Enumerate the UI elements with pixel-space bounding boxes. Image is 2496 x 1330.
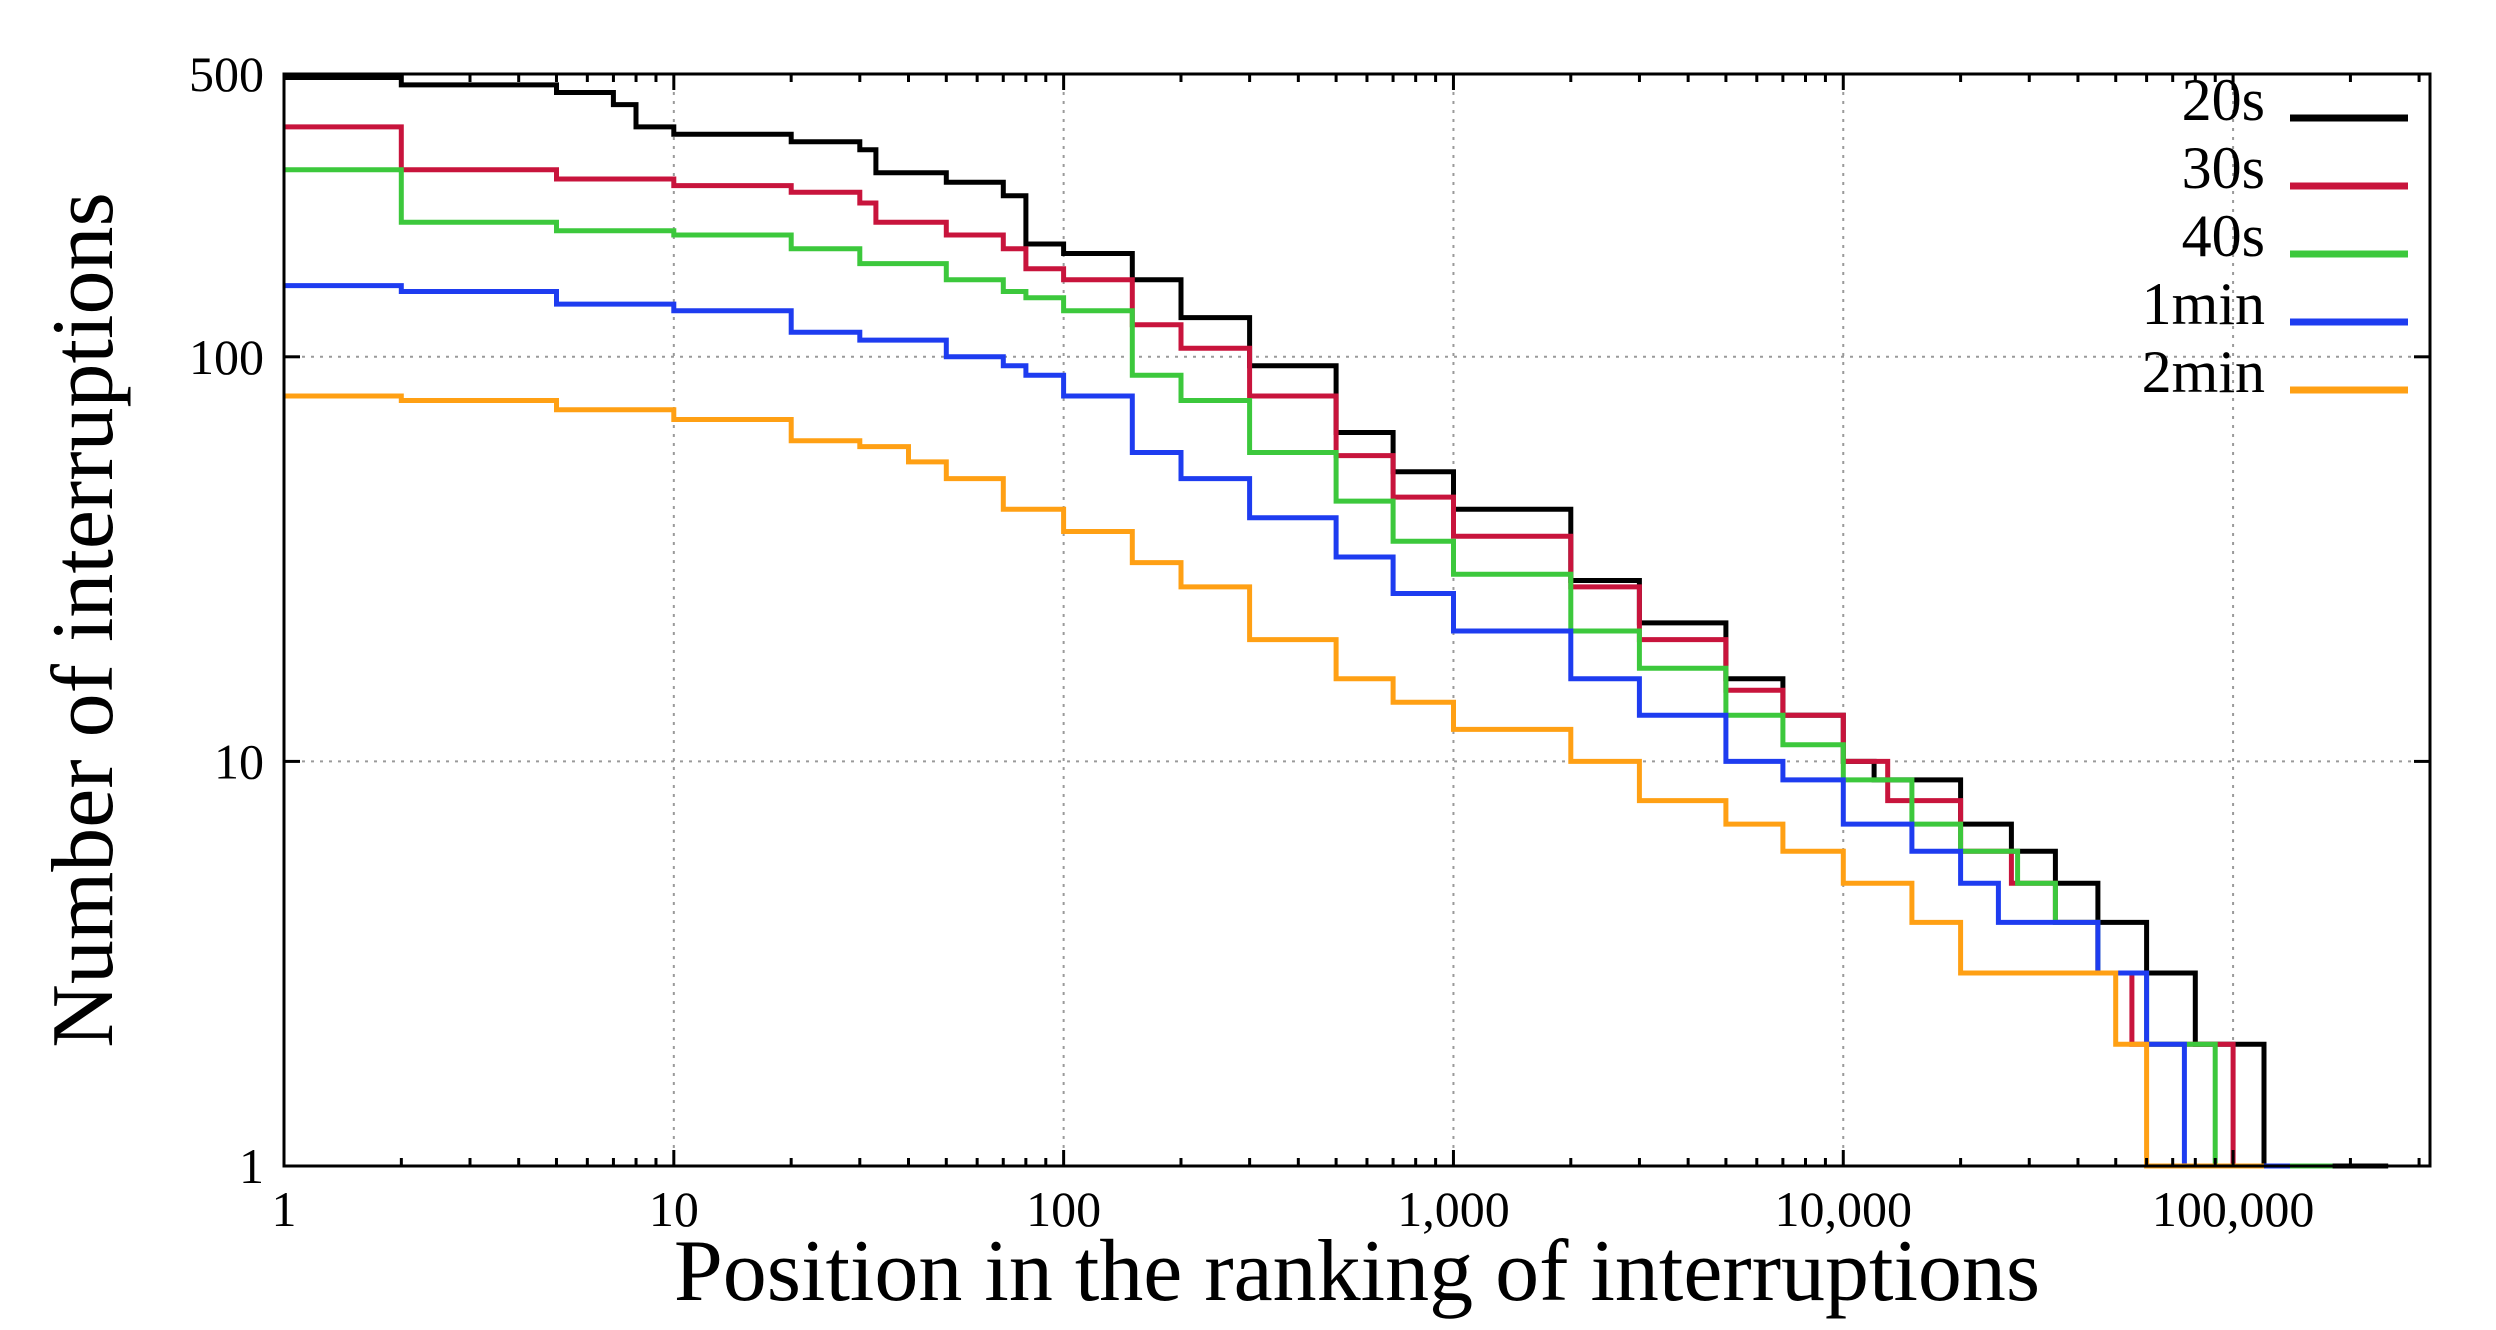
x-axis-title: Position in the ranking of interruptions: [674, 1223, 2040, 1320]
x-tick-labels: 1 10 100 1,000 10,000 100,000: [272, 1181, 2315, 1237]
legend-label-30s: 30s: [2182, 135, 2265, 201]
series-line-2min: [284, 393, 2264, 1169]
x-tick-label: 10,000: [1775, 1181, 1913, 1237]
legend-label-1min: 1min: [2142, 271, 2265, 337]
plot-frame: [282, 72, 2432, 1168]
y-tick-labels: 1 10 100 500: [189, 46, 264, 1194]
x-tick-label: 100: [1026, 1181, 1101, 1237]
series-line-30s: [284, 124, 2302, 1169]
axis-ticks: [282, 72, 2430, 1168]
series-line-1min: [284, 283, 2290, 1169]
legend-label-20s: 20s: [2182, 67, 2265, 133]
y-tick-label: 500: [189, 46, 264, 102]
series-line-20s: [284, 75, 2389, 1169]
grid: [284, 74, 2430, 1166]
x-tick-label: 100,000: [2152, 1181, 2315, 1237]
legend-label-40s: 40s: [2182, 203, 2265, 269]
x-tick-label: 1: [272, 1181, 297, 1237]
x-tick-label: 10: [649, 1181, 699, 1237]
y-tick-label: 100: [189, 329, 264, 385]
y-axis-title: Number of interruptions: [35, 192, 132, 1047]
x-tick-label: 1,000: [1397, 1181, 1510, 1237]
series-group: [284, 75, 2389, 1169]
series-line-40s: [284, 167, 2333, 1169]
legend-label-2min: 2min: [2142, 339, 2265, 405]
y-tick-label: 1: [239, 1138, 264, 1194]
y-tick-label: 10: [214, 733, 264, 789]
